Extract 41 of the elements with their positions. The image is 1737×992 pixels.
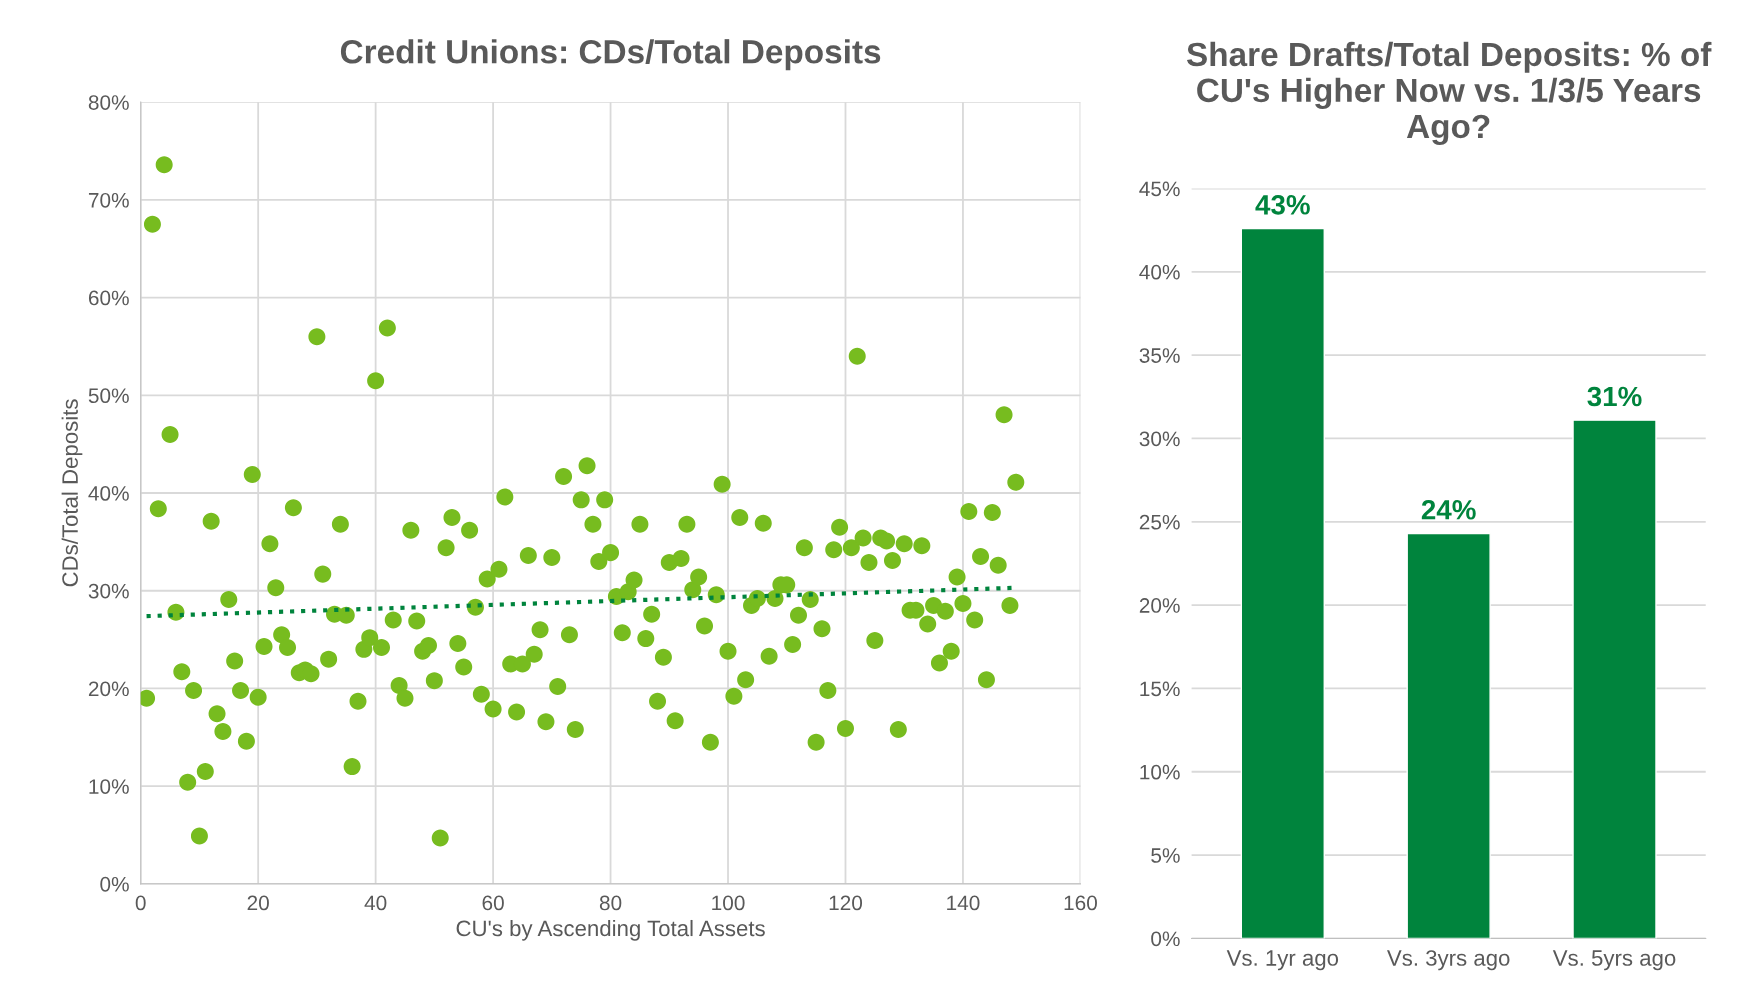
x-tick-label: 100 <box>712 895 745 911</box>
x-tick-label: 160 <box>1064 895 1097 911</box>
y-tick-label: 10% <box>89 779 129 794</box>
y-tick-label: 50% <box>88 388 129 404</box>
x-axis-title: CU's by Ascending Total Assets <box>456 919 765 941</box>
bar <box>1240 227 1325 939</box>
y-tick-label: 45% <box>1139 181 1180 197</box>
y-tick-label: 5% <box>1151 848 1180 863</box>
y-tick-label: 0% <box>1151 931 1180 947</box>
x-tick-label: 60 <box>482 895 504 911</box>
x-tick-label: 140 <box>947 895 980 911</box>
x-tick-label: 120 <box>829 895 863 911</box>
y-tick-label: 30% <box>1139 431 1180 447</box>
x-tick-label: Vs. 3yrs ago <box>1387 950 1510 971</box>
x-tick-label: Vs. 1yr ago <box>1226 950 1339 971</box>
x-tick-label: Vs. 5yrs ago <box>1552 950 1676 971</box>
y-tick-label: 10% <box>1140 764 1180 780</box>
data-label: 43% <box>1255 194 1310 215</box>
y-axis-title: CDs/Total Deposits <box>61 399 83 587</box>
data-label: 24% <box>1421 499 1476 520</box>
chart-title: Share Drafts/Total Deposits: % of CU's Higher Now vs. 1/3/5 Years Ago? <box>1186 41 1712 145</box>
y-tick-label: 40% <box>88 486 129 501</box>
bar <box>1572 419 1657 939</box>
y-tick-label: 35% <box>1139 348 1180 363</box>
x-tick-label: 80 <box>599 895 622 911</box>
y-tick-label: 0% <box>100 876 129 892</box>
data-label: 31% <box>1587 386 1642 407</box>
y-tick-label: 80% <box>88 95 129 110</box>
y-tick-label: 25% <box>1139 514 1180 530</box>
x-tick-label: 0 <box>135 895 146 911</box>
y-tick-label: 60% <box>88 290 129 306</box>
x-tick-label: 40 <box>364 895 387 911</box>
x-tick-label: 20 <box>247 895 269 911</box>
y-tick-label: 40% <box>1139 264 1180 280</box>
y-tick-label: 70% <box>88 192 129 208</box>
y-tick-label: 20% <box>1139 598 1180 613</box>
y-tick-label: 15% <box>1140 681 1180 697</box>
bar <box>1406 532 1491 939</box>
chart-title: Credit Unions: CDs/Total Deposits <box>340 39 881 71</box>
y-tick-label: 20% <box>88 681 129 697</box>
y-tick-label: 30% <box>88 583 129 599</box>
